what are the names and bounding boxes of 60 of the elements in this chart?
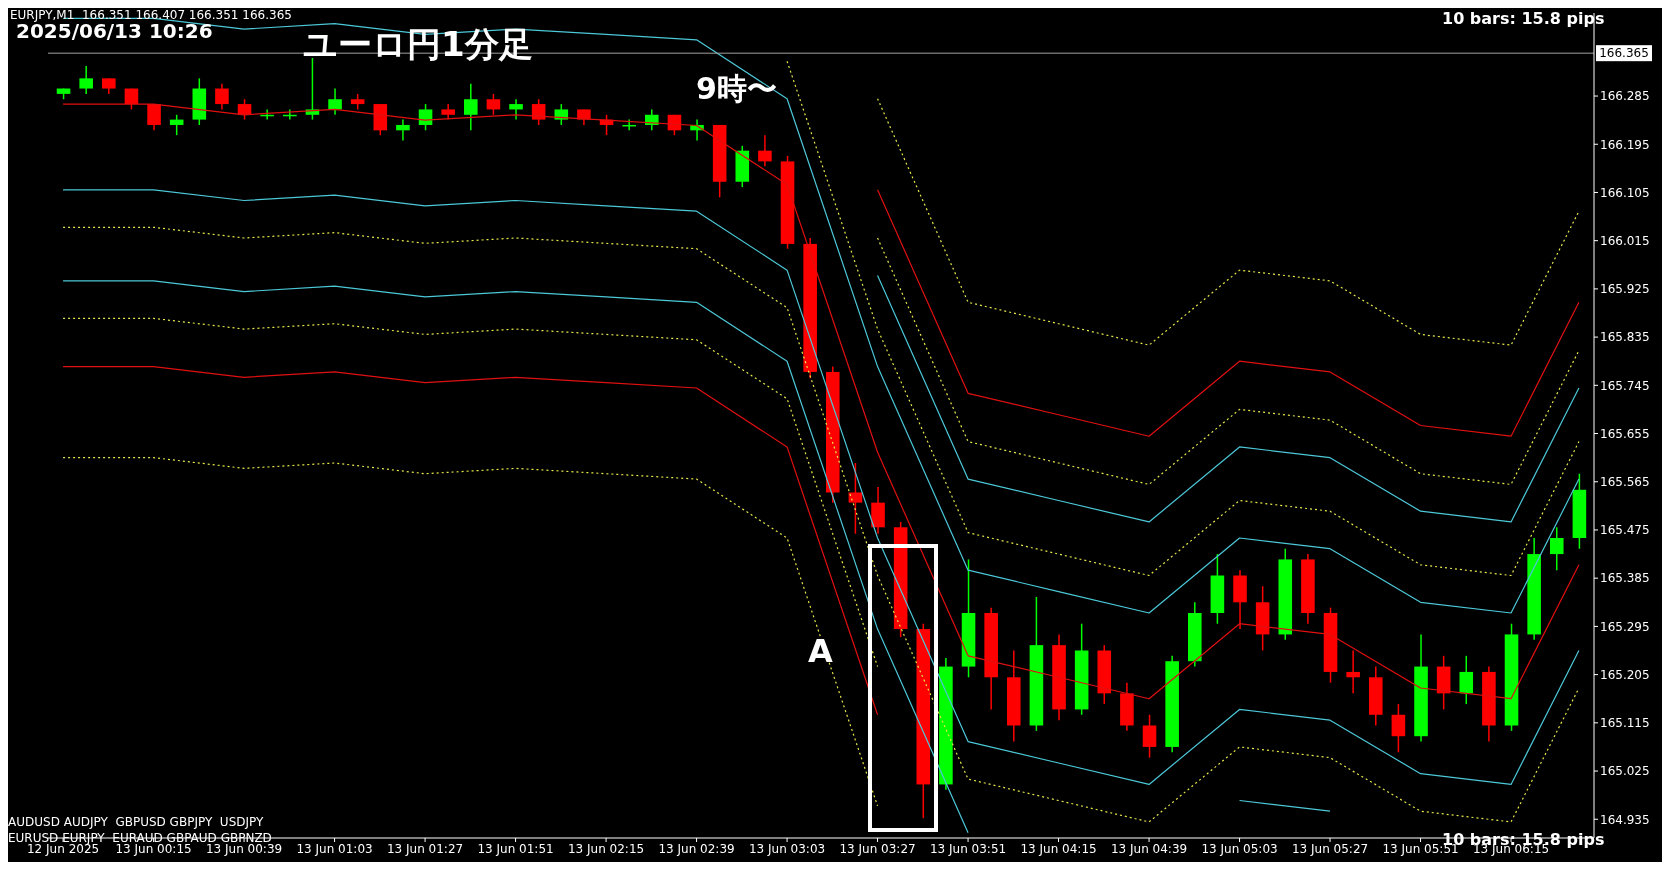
x-tick-label: 13 Jun 01:51 bbox=[477, 841, 554, 856]
y-tick-label: 165.025 bbox=[1600, 764, 1650, 779]
x-tick-label: 13 Jun 04:39 bbox=[1110, 841, 1188, 856]
candlestick bbox=[79, 65, 93, 95]
y-tick-label: 166.015 bbox=[1600, 233, 1650, 248]
x-tick-label: 13 Jun 00:39 bbox=[205, 841, 283, 856]
annotation: A bbox=[808, 632, 833, 670]
y-tick-label: 166.285 bbox=[1600, 89, 1650, 104]
x-tick-label: 13 Jun 02:15 bbox=[567, 841, 645, 856]
candlestick bbox=[848, 462, 863, 535]
x-tick-label: 13 Jun 02:39 bbox=[658, 841, 735, 856]
y-tick-label: 165.385 bbox=[1600, 571, 1650, 586]
x-tick-label: 13 Jun 01:27 bbox=[386, 841, 464, 856]
y-tick-label: 165.835 bbox=[1600, 330, 1650, 345]
candlestick bbox=[215, 82, 229, 111]
candlestick bbox=[464, 82, 478, 132]
y-tick-label: 166.195 bbox=[1600, 137, 1650, 152]
y-tick-label: 165.655 bbox=[1600, 426, 1650, 441]
candlestick bbox=[531, 98, 546, 126]
candlestick bbox=[1459, 655, 1474, 705]
candlestick bbox=[147, 103, 161, 132]
annotation: AUDUSD AUDJPY GBPUSD GBPJPY USDJPY bbox=[8, 815, 264, 830]
line-series bbox=[876, 274, 1580, 523]
candlestick bbox=[328, 87, 342, 116]
line-series bbox=[62, 317, 879, 668]
annotation: 10 bars: 15.8 pips bbox=[1442, 9, 1605, 28]
chart-title: ユーロ円1分足 bbox=[303, 23, 533, 66]
x-tick-label: 13 Jun 05:27 bbox=[1291, 841, 1369, 856]
candlestick bbox=[396, 118, 410, 142]
candlestick bbox=[1549, 526, 1564, 571]
y-tick-label: 165.745 bbox=[1600, 378, 1650, 393]
candlestick bbox=[486, 93, 501, 116]
candlestick bbox=[509, 98, 523, 121]
line-series bbox=[876, 237, 1580, 486]
line-series bbox=[62, 457, 879, 807]
y-tick-label: 164.935 bbox=[1600, 812, 1650, 827]
ref-line-label: 166.365 bbox=[1599, 46, 1649, 61]
x-tick-label: 13 Jun 03:51 bbox=[929, 841, 1007, 856]
y-tick-label: 165.925 bbox=[1600, 282, 1650, 297]
candlestick bbox=[554, 103, 569, 126]
y-tick-label: 165.115 bbox=[1600, 716, 1650, 731]
line-series bbox=[876, 189, 1580, 437]
y-tick-label: 165.475 bbox=[1600, 523, 1650, 538]
x-tick-label: 13 Jun 03:03 bbox=[748, 841, 826, 856]
y-tick-label: 165.565 bbox=[1600, 475, 1650, 490]
candlestick bbox=[1391, 703, 1406, 754]
x-tick-label: 13 Jun 04:15 bbox=[1020, 841, 1097, 856]
x-tick-label: 13 Jun 03:27 bbox=[839, 841, 916, 856]
line-series bbox=[876, 98, 1580, 346]
x-tick-label: 13 Jun 01:03 bbox=[296, 841, 373, 856]
x-tick-label: 13 Jun 05:03 bbox=[1201, 841, 1278, 856]
line-series bbox=[62, 365, 879, 716]
y-tick-label: 165.205 bbox=[1600, 667, 1650, 682]
candlestick bbox=[758, 134, 772, 167]
line-series bbox=[786, 60, 1580, 577]
candlestick bbox=[1142, 714, 1157, 759]
y-tick-label: 166.105 bbox=[1600, 185, 1650, 200]
candlestick bbox=[1346, 649, 1360, 695]
x-tick-label: 13 Jun 00:15 bbox=[115, 841, 192, 856]
y-tick-label: 165.295 bbox=[1600, 619, 1650, 634]
